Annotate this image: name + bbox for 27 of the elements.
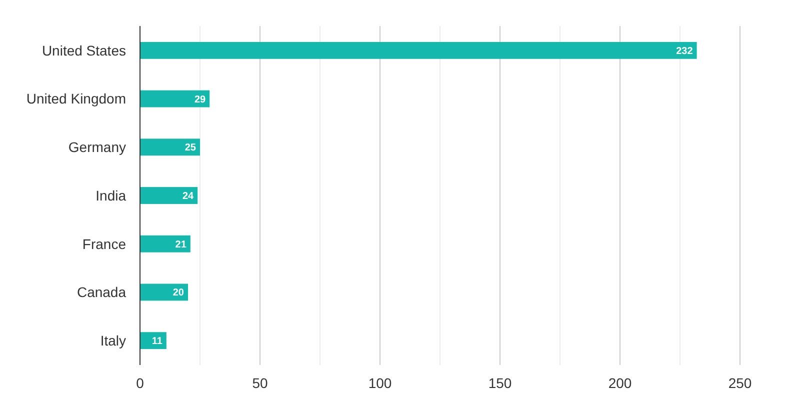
bar [140,42,697,59]
data-label: 21 [175,239,187,250]
x-tick-label: 100 [368,375,392,391]
y-tick-label: Germany [68,139,126,156]
bar [140,235,190,252]
bar [140,90,210,108]
y-tick-label: Italy [100,332,126,348]
x-tick-label: 250 [728,375,752,391]
x-tick-label: 0 [136,375,144,391]
x-tick-label: 150 [488,375,512,391]
x-tick-label: 200 [608,375,632,391]
bar [140,284,188,301]
y-tick-label: United States [42,42,126,58]
bar [140,187,198,204]
data-label: 25 [184,142,196,154]
y-tick-label: India [96,187,126,204]
data-label: 29 [194,94,206,106]
y-tick-label: United Kingdom [26,90,126,107]
x-tick-label: 50 [252,375,268,391]
y-tick-label: Canada [76,284,126,300]
y-tick-label: France [82,236,126,252]
data-label: 24 [182,191,194,202]
data-label: 20 [172,288,184,299]
data-label: 11 [152,336,163,348]
bar [140,332,166,350]
bar [140,138,200,156]
data-label: 232 [676,46,694,57]
